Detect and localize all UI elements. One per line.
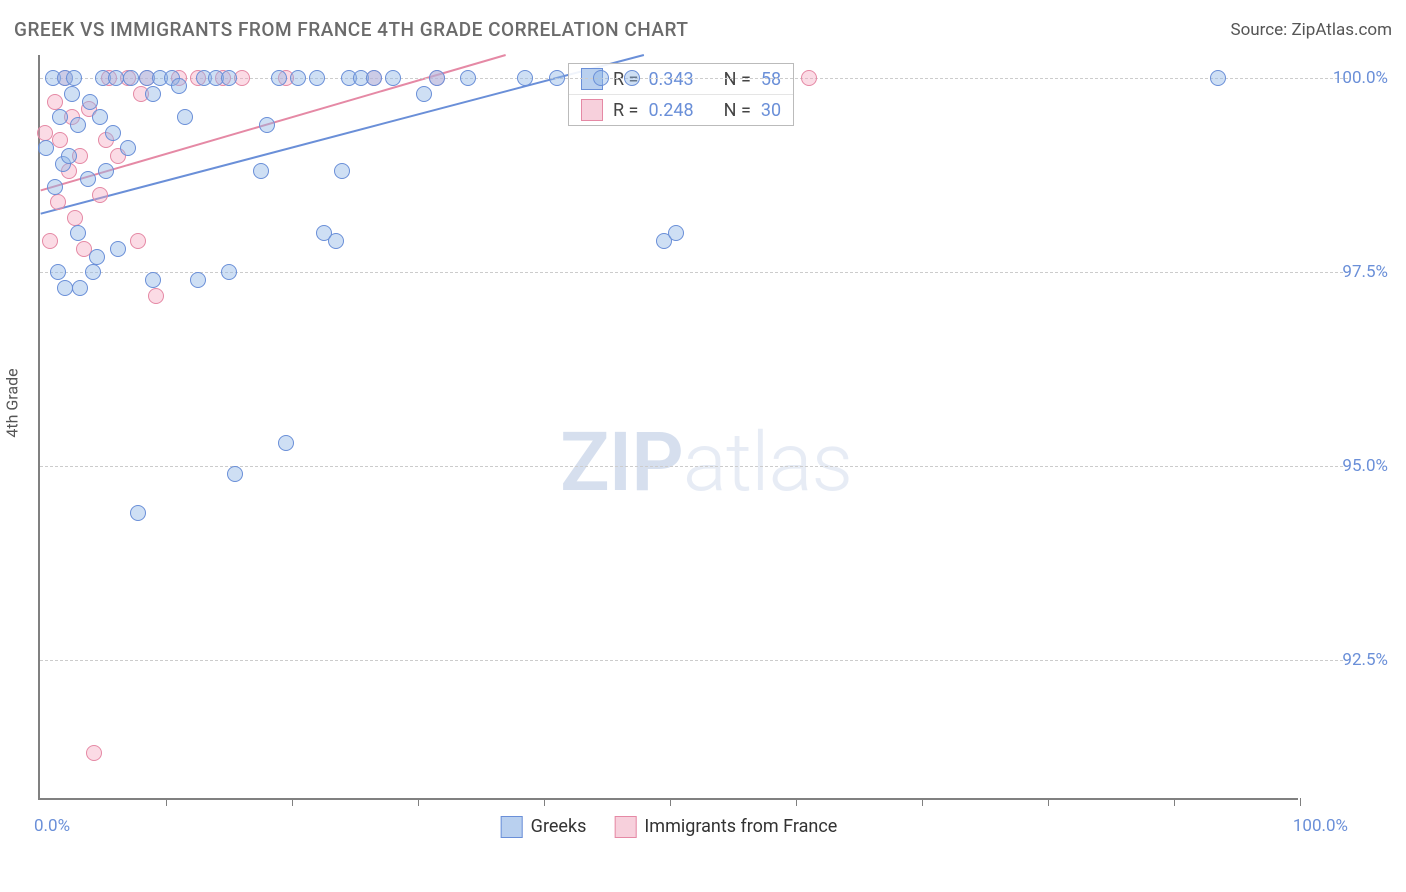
data-point bbox=[416, 86, 432, 102]
stats-n-value: 30 bbox=[761, 100, 781, 121]
data-point bbox=[64, 109, 80, 125]
legend-item-france: Immigrants from France bbox=[614, 816, 837, 838]
data-point bbox=[61, 163, 77, 179]
x-tick-mark bbox=[1300, 798, 1301, 806]
data-point bbox=[80, 171, 96, 187]
data-point bbox=[72, 148, 88, 164]
data-point bbox=[98, 132, 114, 148]
data-point bbox=[89, 249, 105, 265]
watermark-right: atlas bbox=[683, 415, 852, 511]
x-tick-mark bbox=[166, 798, 167, 806]
legend-item-greeks: Greeks bbox=[501, 816, 587, 838]
data-point bbox=[110, 148, 126, 164]
gridline-h bbox=[40, 78, 1348, 79]
y-tick-label: 95.0% bbox=[1308, 456, 1388, 476]
x-tick-mark bbox=[418, 798, 419, 806]
data-point bbox=[81, 101, 97, 117]
legend-label: Immigrants from France bbox=[644, 816, 837, 837]
data-point bbox=[42, 233, 58, 249]
x-tick-mark bbox=[670, 798, 671, 806]
chart-header: GREEK VS IMMIGRANTS FROM FRANCE 4TH GRAD… bbox=[14, 18, 1392, 41]
data-point bbox=[145, 272, 161, 288]
data-point bbox=[253, 163, 269, 179]
trend-line bbox=[41, 55, 506, 190]
data-point bbox=[67, 210, 83, 226]
data-point bbox=[110, 241, 126, 257]
x-tick-mark bbox=[292, 798, 293, 806]
data-point bbox=[61, 148, 77, 164]
x-tick-mark bbox=[544, 798, 545, 806]
y-tick-label: 92.5% bbox=[1308, 650, 1388, 670]
data-point bbox=[328, 233, 344, 249]
data-point bbox=[47, 179, 63, 195]
data-point bbox=[656, 233, 672, 249]
watermark-left: ZIP bbox=[560, 415, 683, 511]
stats-box: R = 0.343 N = 58 R = 0.248 N = 30 bbox=[568, 63, 794, 126]
bottom-legend: Greeks Immigrants from France bbox=[501, 816, 838, 838]
gridline-h bbox=[40, 466, 1348, 467]
source-prefix: Source: bbox=[1230, 20, 1291, 40]
data-point bbox=[52, 132, 68, 148]
data-point bbox=[227, 466, 243, 482]
data-point bbox=[72, 280, 88, 296]
data-point bbox=[145, 86, 161, 102]
stats-n-label: N = bbox=[724, 100, 751, 121]
legend-label: Greeks bbox=[531, 816, 587, 837]
data-point bbox=[70, 117, 86, 133]
data-point bbox=[57, 280, 73, 296]
data-point bbox=[98, 163, 114, 179]
y-axis-label: 4th Grade bbox=[3, 368, 22, 437]
data-point bbox=[37, 125, 53, 141]
data-point bbox=[120, 140, 136, 156]
data-point bbox=[47, 94, 63, 110]
legend-swatch-france-icon bbox=[614, 816, 636, 838]
plot-area: ZIPatlas R = 0.343 N = 58 R = 0.248 N = … bbox=[38, 55, 1298, 800]
data-point bbox=[38, 140, 54, 156]
x-tick-mark bbox=[1174, 798, 1175, 806]
data-point bbox=[259, 117, 275, 133]
data-point bbox=[70, 225, 86, 241]
source-link[interactable]: ZipAtlas.com bbox=[1291, 20, 1392, 40]
stats-r-label: R = bbox=[613, 100, 638, 121]
data-point bbox=[177, 109, 193, 125]
x-tick-mark bbox=[922, 798, 923, 806]
data-point bbox=[105, 125, 121, 141]
data-point bbox=[316, 225, 332, 241]
data-point bbox=[133, 86, 149, 102]
data-point bbox=[130, 233, 146, 249]
data-point bbox=[668, 225, 684, 241]
data-point bbox=[82, 94, 98, 110]
y-tick-label: 100.0% bbox=[1308, 68, 1388, 88]
data-point bbox=[130, 505, 146, 521]
x-tick-mark bbox=[796, 798, 797, 806]
x-axis-min: 0.0% bbox=[34, 816, 70, 836]
data-point bbox=[92, 187, 108, 203]
data-point bbox=[148, 288, 164, 304]
legend-swatch-greeks-icon bbox=[501, 816, 523, 838]
y-tick-label: 97.5% bbox=[1308, 262, 1388, 282]
data-point bbox=[55, 156, 71, 172]
gridline-h bbox=[40, 660, 1348, 661]
data-point bbox=[76, 241, 92, 257]
stats-row-france: R = 0.248 N = 30 bbox=[569, 94, 793, 125]
data-point bbox=[50, 194, 66, 210]
data-point bbox=[52, 109, 68, 125]
chart-title: GREEK VS IMMIGRANTS FROM FRANCE 4TH GRAD… bbox=[14, 18, 688, 41]
data-point bbox=[64, 86, 80, 102]
watermark: ZIPatlas bbox=[560, 415, 852, 511]
x-tick-mark bbox=[1048, 798, 1049, 806]
data-point bbox=[278, 435, 294, 451]
data-point bbox=[86, 745, 102, 761]
data-point bbox=[190, 272, 206, 288]
trendlines-layer bbox=[40, 55, 1298, 798]
data-point bbox=[334, 163, 350, 179]
swatch-france-icon bbox=[581, 99, 603, 121]
x-axis-max: 100.0% bbox=[1293, 816, 1348, 836]
data-point bbox=[92, 109, 108, 125]
gridline-h bbox=[40, 272, 1348, 273]
chart-source: Source: ZipAtlas.com bbox=[1230, 20, 1392, 40]
stats-r-value: 0.248 bbox=[648, 100, 693, 121]
data-point bbox=[171, 78, 187, 94]
